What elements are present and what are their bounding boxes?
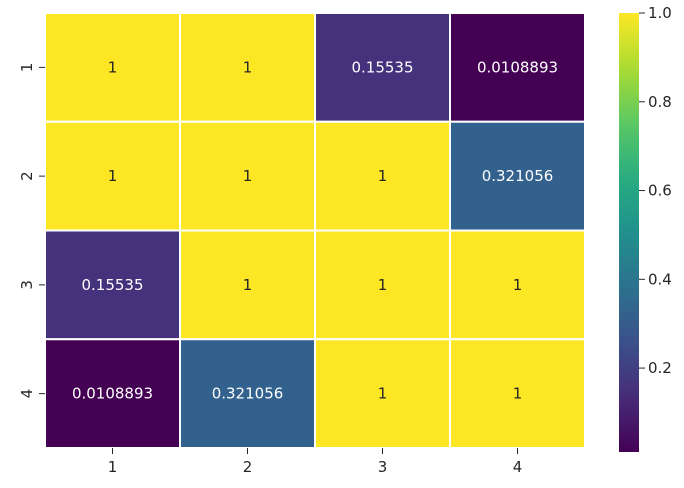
cell-label-r2-c4: 0.321056 (482, 167, 554, 185)
cell-label-r3-c1: 0.15535 (81, 276, 143, 294)
x-tick-label-3: 3 (378, 458, 388, 476)
heatmap-cell-r1-c3 (314, 12, 451, 123)
cell-label-r2-c2: 1 (243, 167, 253, 185)
heatmap-cell-r2-c4 (449, 120, 586, 232)
colorbar-tick-label-4: 1.0 (648, 4, 672, 22)
cell-label-r2-c1: 1 (108, 167, 118, 185)
heatmap-cell-r3-c4 (449, 229, 586, 341)
colorbar-tick-label-3: 0.8 (648, 93, 672, 111)
cell-label-r1-c1: 1 (108, 58, 118, 76)
cell-label-r4-c3: 1 (378, 385, 388, 403)
cell-label-r1-c2: 1 (243, 58, 253, 76)
colorbar-gradient (619, 13, 639, 452)
cell-label-r4-c4: 1 (513, 385, 523, 403)
x-tick-label-4: 4 (513, 458, 523, 476)
heatmap-cells: 1 1 0.15535 0.0108893 1 1 1 0.321056 0.15535 1 1 1 0… (44, 12, 586, 449)
heatmap-cell-r3-c2 (179, 229, 316, 341)
y-tick-label-1: 1 (18, 63, 36, 73)
heatmap-cell-r1-c1 (44, 12, 181, 123)
colorbar: 0.2 0.4 0.6 0.8 1.0 (619, 4, 672, 452)
heatmap-cell-r2-c2 (179, 120, 316, 232)
heatmap-cell-r1-c2 (179, 12, 316, 123)
cell-label-r4-c1: 0.0108893 (72, 385, 153, 403)
x-tick-label-2: 2 (243, 458, 253, 476)
cell-label-r1-c3: 0.15535 (351, 58, 413, 76)
cell-label-r3-c4: 1 (513, 276, 523, 294)
cell-label-r3-c3: 1 (378, 276, 388, 294)
y-axis: 1 2 3 4 (18, 63, 45, 399)
y-tick-label-4: 4 (18, 389, 36, 399)
x-axis: 1 2 3 4 (108, 448, 523, 476)
heatmap-cell-r4-c2 (179, 338, 316, 449)
colorbar-tick-label-1: 0.4 (648, 270, 672, 288)
cell-label-r4-c2: 0.321056 (212, 385, 284, 403)
cell-label-r3-c2: 1 (243, 276, 253, 294)
cell-label-r2-c3: 1 (378, 167, 388, 185)
y-tick-label-2: 2 (18, 171, 36, 181)
colorbar-tick-label-0: 0.2 (648, 359, 672, 377)
heatmap-cell-r1-c4 (449, 12, 586, 123)
y-tick-label-3: 3 (18, 280, 36, 290)
heatmap-cell-r4-c4 (449, 338, 586, 449)
colorbar-tick-label-2: 0.6 (648, 182, 672, 200)
x-tick-label-1: 1 (108, 458, 118, 476)
cell-label-r1-c4: 0.0108893 (477, 58, 558, 76)
